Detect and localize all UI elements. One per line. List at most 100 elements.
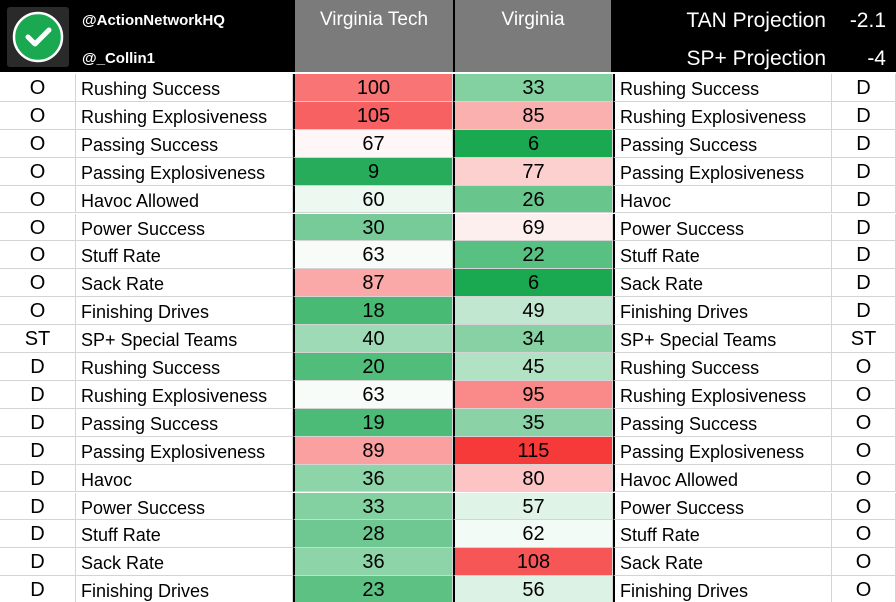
virginia-tech-value: 36 <box>293 464 453 493</box>
opponent-stat-label: Power Success <box>613 492 832 521</box>
stat-label: Rushing Explosiveness <box>76 101 293 130</box>
unit-label: ST <box>0 325 76 353</box>
table-row: D Power Success 33 57 Power Success O <box>0 492 896 521</box>
virginia-tech-value: 60 <box>293 185 453 214</box>
tan-projection-label: TAN Projection <box>686 9 826 32</box>
table-row: O Power Success 30 69 Power Success D <box>0 213 896 242</box>
unit-label: O <box>0 129 76 158</box>
table-row: O Sack Rate 87 6 Sack Rate D <box>0 269 896 298</box>
stat-label: Passing Success <box>76 129 293 158</box>
unit-label: O <box>0 157 76 186</box>
opponent-unit-label: O <box>832 520 896 549</box>
table-row: O Stuff Rate 63 22 Stuff Rate D <box>0 241 896 270</box>
opponent-stat-label: Rushing Success <box>613 353 832 381</box>
unit-label: D <box>0 380 76 409</box>
virginia-tech-value: 20 <box>293 353 453 381</box>
table-row: D Rushing Success 20 45 Rushing Success O <box>0 353 896 381</box>
virginia-tech-value: 9 <box>293 157 453 186</box>
stat-label: Rushing Explosiveness <box>76 380 293 409</box>
stat-label: Havoc <box>76 464 293 493</box>
opponent-stat-label: Rushing Explosiveness <box>613 101 832 130</box>
virginia-tech-value: 19 <box>293 408 453 437</box>
stat-label: Havoc Allowed <box>76 185 293 214</box>
virginia-value: 6 <box>453 269 613 298</box>
virginia-tech-value: 40 <box>293 325 453 353</box>
unit-label: O <box>0 297 76 326</box>
opponent-unit-label: D <box>832 297 896 326</box>
virginia-value: 26 <box>453 185 613 214</box>
opponent-unit-label: D <box>832 185 896 214</box>
stat-label: Passing Explosiveness <box>76 157 293 186</box>
stat-label: Finishing Drives <box>76 576 293 602</box>
opponent-stat-label: Stuff Rate <box>613 241 832 270</box>
virginia-value: 85 <box>453 101 613 130</box>
table-row: O Rushing Explosiveness 105 85 Rushing Explo… <box>0 101 896 130</box>
virginia-value: 6 <box>453 129 613 158</box>
opponent-unit-label: D <box>832 269 896 298</box>
table-row: O Havoc Allowed 60 26 Havoc D <box>0 185 896 214</box>
virginia-tech-value: 63 <box>293 241 453 270</box>
opponent-unit-label: O <box>832 408 896 437</box>
opponent-stat-label: Power Success <box>613 213 832 242</box>
table-row: O Passing Explosiveness 9 77 Passing Explosi… <box>0 157 896 186</box>
table-row: D Passing Explosiveness 89 115 Passing Explo… <box>0 436 896 465</box>
stat-label: Stuff Rate <box>76 520 293 549</box>
table-row: O Rushing Success 100 33 Rushing Success D <box>0 74 896 102</box>
opponent-unit-label: D <box>832 101 896 130</box>
stat-label: Finishing Drives <box>76 297 293 326</box>
opponent-stat-label: Sack Rate <box>613 548 832 577</box>
stat-label: SP+ Special Teams <box>76 325 293 353</box>
virginia-tech-value: 100 <box>293 74 453 102</box>
opponent-stat-label: Passing Success <box>613 129 832 158</box>
handle-secondary: @_Collin1 <box>82 50 155 67</box>
virginia-value: 95 <box>453 380 613 409</box>
virginia-tech-value: 36 <box>293 548 453 577</box>
stat-label: Rushing Success <box>76 353 293 381</box>
unit-label: D <box>0 408 76 437</box>
handle-primary: @ActionNetworkHQ <box>82 12 225 29</box>
stat-label: Passing Explosiveness <box>76 436 293 465</box>
virginia-value: 62 <box>453 520 613 549</box>
sp-projection-label: SP+ Projection <box>686 47 827 70</box>
team-a-header: Virginia Tech <box>293 0 453 72</box>
virginia-value: 33 <box>453 74 613 102</box>
sp-projection-value: -4 <box>867 47 886 70</box>
virginia-value: 34 <box>453 325 613 353</box>
virginia-tech-value: 89 <box>293 436 453 465</box>
unit-label: D <box>0 492 76 521</box>
unit-label: D <box>0 576 76 602</box>
opponent-stat-label: Havoc <box>613 185 832 214</box>
logo <box>7 7 69 67</box>
opponent-stat-label: Havoc Allowed <box>613 464 832 493</box>
opponent-unit-label: D <box>832 241 896 270</box>
table-row: O Finishing Drives 18 49 Finishing Drives D <box>0 297 896 326</box>
table-row: D Passing Success 19 35 Passing Success O <box>0 408 896 437</box>
opponent-unit-label: O <box>832 548 896 577</box>
opponent-stat-label: Passing Explosiveness <box>613 157 832 186</box>
opponent-unit-label: D <box>832 74 896 102</box>
check-circle-icon <box>12 11 64 63</box>
virginia-value: 22 <box>453 241 613 270</box>
table-row: D Rushing Explosiveness 63 95 Rushing Explos… <box>0 380 896 409</box>
table-row: ST SP+ Special Teams 40 34 SP+ Special Teams… <box>0 325 896 353</box>
virginia-value: 115 <box>453 436 613 465</box>
stat-label: Stuff Rate <box>76 241 293 270</box>
stat-label: Rushing Success <box>76 74 293 102</box>
virginia-value: 45 <box>453 353 613 381</box>
virginia-tech-value: 18 <box>293 297 453 326</box>
stat-label: Power Success <box>76 492 293 521</box>
unit-label: O <box>0 269 76 298</box>
opponent-stat-label: Sack Rate <box>613 269 832 298</box>
header-right: TAN Projection -2.1 SP+ Projection -4 <box>613 0 896 72</box>
opponent-stat-label: Finishing Drives <box>613 576 832 602</box>
opponent-stat-label: Passing Success <box>613 408 832 437</box>
virginia-value: 49 <box>453 297 613 326</box>
table-row: D Finishing Drives 23 56 Finishing Drives O <box>0 576 896 602</box>
unit-label: D <box>0 548 76 577</box>
opponent-stat-label: Passing Explosiveness <box>613 436 832 465</box>
opponent-unit-label: O <box>832 492 896 521</box>
opponent-unit-label: D <box>832 157 896 186</box>
virginia-value: 35 <box>453 408 613 437</box>
opponent-unit-label: O <box>832 353 896 381</box>
